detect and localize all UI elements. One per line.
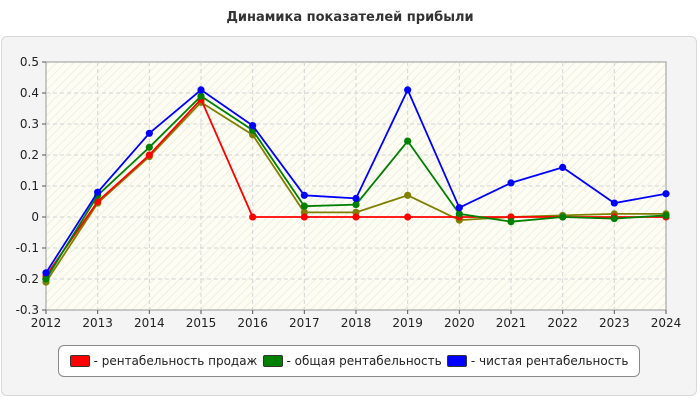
x-tick-label: 2017	[289, 316, 320, 330]
data-point	[300, 213, 308, 221]
legend-item-0: - рентабельность продаж	[69, 354, 258, 368]
x-tick-label: 2021	[496, 316, 527, 330]
data-point	[42, 269, 50, 277]
x-axis-ticks: 2012 2013 2014 2015 2016 2017 2018 2019 2020 2021…	[31, 316, 682, 330]
x-tick-label: 2020	[444, 316, 475, 330]
legend: - рентабельность продаж - общая рентабель…	[58, 345, 640, 377]
x-tick-label: 2016	[237, 316, 268, 330]
data-point	[455, 210, 463, 218]
data-point	[610, 214, 618, 223]
series-layer	[42, 86, 670, 286]
data-point	[610, 199, 618, 207]
y-tick-label: 0.1	[20, 179, 39, 193]
data-point	[249, 213, 257, 221]
data-point	[404, 213, 412, 221]
y-axis-ticks: -0.3 -0.2 -0.1 0 0.1 0.2 0.3 0.4 0.5	[16, 55, 39, 317]
data-point	[559, 163, 567, 171]
legend-item-1: - общая рентабельность	[262, 354, 442, 368]
legend-label: - рентабельность продаж	[93, 354, 258, 368]
data-point	[507, 179, 515, 187]
data-point	[404, 86, 412, 94]
data-point	[197, 86, 205, 94]
x-tick-label: 2024	[651, 316, 682, 330]
data-point	[559, 213, 567, 221]
data-point	[300, 202, 308, 210]
data-point	[455, 204, 463, 212]
data-point	[300, 191, 308, 199]
data-point	[352, 213, 360, 221]
data-point	[352, 194, 360, 202]
x-tick-label: 2018	[341, 316, 372, 330]
data-point	[662, 211, 670, 220]
data-point	[507, 218, 515, 226]
y-tick-label: 0	[31, 210, 39, 224]
legend-label: - общая рентабельность	[286, 354, 442, 368]
data-point	[352, 201, 360, 209]
x-tick-label: 2012	[31, 316, 62, 330]
legend-label: - чистая рентабельность	[470, 354, 629, 368]
legend-swatch	[69, 355, 90, 367]
data-point	[145, 143, 153, 151]
data-point	[404, 137, 412, 145]
data-point	[197, 92, 205, 100]
data-point	[145, 151, 153, 159]
y-tick-label: 0.4	[20, 86, 39, 100]
data-point	[404, 191, 412, 199]
chart-title: Динамика показателей прибыли	[226, 10, 474, 25]
legend-swatch	[262, 355, 283, 367]
x-tick-label: 2019	[392, 316, 423, 330]
data-point	[145, 129, 153, 137]
data-point	[662, 190, 670, 198]
y-tick-label: 0.3	[20, 117, 39, 131]
data-point	[42, 275, 50, 283]
y-tick-label: -0.3	[16, 303, 39, 317]
data-point	[249, 121, 257, 130]
x-tick-label: 2015	[186, 316, 217, 330]
x-tick-label: 2014	[134, 316, 165, 330]
data-point	[94, 188, 102, 196]
legend-swatch	[446, 355, 467, 367]
x-tick-label: 2022	[547, 316, 578, 330]
y-tick-label: 0.2	[20, 148, 39, 162]
y-tick-label: -0.1	[16, 241, 39, 255]
y-tick-label: -0.2	[16, 272, 39, 286]
x-tick-label: 2023	[599, 316, 630, 330]
x-tick-label: 2013	[82, 316, 113, 330]
legend-item-2: - чистая рентабельность	[446, 354, 629, 368]
y-tick-label: 0.5	[20, 55, 39, 69]
